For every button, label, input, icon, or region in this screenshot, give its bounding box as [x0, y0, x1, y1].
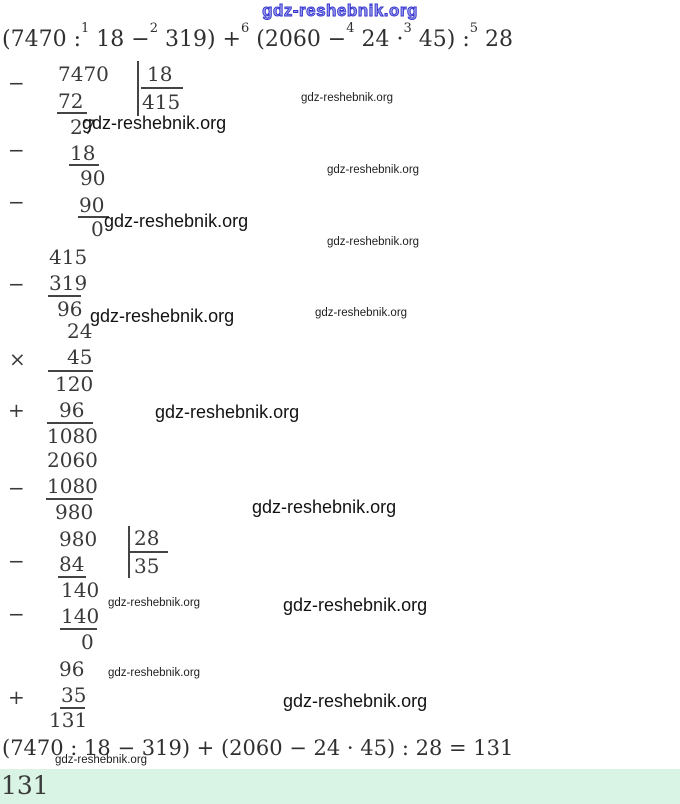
operation-order-superscript: 3 [403, 20, 412, 36]
partial-product: 120 [55, 372, 94, 396]
addition-addend1: 96 [59, 657, 85, 681]
watermark-small: gdz-reshebnik.org [327, 236, 420, 248]
subtraction2-subtrahend: 1080 [47, 474, 98, 498]
division2-remainder: 0 [81, 630, 94, 654]
watermark-large: gdz-reshebnik.org [283, 691, 428, 711]
watermark-large: gdz-reshebnik.org [82, 113, 227, 133]
work-number: 140 [61, 578, 100, 602]
final-equation: (7470 : 18 − 319) + (2060 − 24 · 45) : 2… [2, 736, 514, 760]
addition-addend2: 35 [61, 683, 87, 707]
watermark-small: gdz-reshebnik.org [315, 307, 408, 319]
underline [57, 112, 87, 114]
work-number: 90 [80, 166, 106, 190]
work-number: 140 [61, 604, 100, 628]
subtraction1-minuend: 415 [49, 245, 88, 269]
minus-sign: − [8, 190, 25, 214]
underline [60, 628, 97, 630]
work-number: 72 [58, 89, 84, 113]
subtraction1-result: 96 [57, 297, 83, 321]
watermark-small: gdz-reshebnik.org [327, 164, 420, 176]
watermark-small: gdz-reshebnik.org [108, 597, 201, 609]
work-number: 18 [70, 141, 96, 165]
division1-quotient: 415 [142, 90, 181, 114]
division2-quotient-rule [129, 551, 168, 553]
division1-remainder: 0 [91, 217, 104, 241]
underline [48, 370, 93, 372]
underline [60, 707, 85, 709]
partial-product: 96 [59, 398, 85, 422]
watermark-large: gdz-reshebnik.org [104, 211, 249, 231]
minus-sign: − [8, 272, 25, 296]
division2-quotient: 35 [134, 554, 160, 578]
minus-sign: − [8, 602, 25, 626]
underline [48, 295, 81, 297]
watermark-small: gdz-reshebnik.org [55, 754, 148, 766]
watermark-large: gdz-reshebnik.org [90, 306, 235, 326]
minus-sign: − [8, 549, 25, 573]
main-expression: (7470 :1 18 −2 319) +6 (2060 −4 24 ·3 45… [2, 20, 514, 52]
multiplication-result: 1080 [47, 424, 98, 448]
work-number: 90 [79, 193, 105, 217]
watermark-large: gdz-reshebnik.org [155, 402, 300, 422]
division1-dividend: 7470 [58, 62, 109, 86]
underline [58, 576, 86, 578]
plus-sign: + [8, 685, 25, 709]
multiplication-factor2: 45 [67, 345, 93, 369]
minus-sign: − [8, 138, 25, 162]
subtraction2-minuend: 2060 [47, 448, 98, 472]
division2-dividend: 980 [59, 527, 98, 551]
operation-order-superscript: 4 [346, 20, 355, 36]
minus-sign: − [8, 476, 25, 500]
subtraction2-result: 980 [55, 500, 94, 524]
operation-order-superscript: 1 [80, 20, 90, 36]
underline [69, 164, 99, 166]
final-answer: 131 [1, 771, 49, 800]
operation-order-superscript: 5 [469, 20, 479, 36]
work-number: 84 [59, 552, 85, 576]
times-sign: × [9, 347, 26, 371]
subtraction1-subtrahend: 319 [49, 271, 88, 295]
site-watermark-header: gdz-reshebnik.org [262, 1, 418, 21]
work-number: 27 [70, 115, 96, 139]
answer-strip: 131 [0, 769, 680, 804]
division1-bracket [137, 61, 139, 116]
operation-order-superscript: 2 [149, 20, 158, 36]
plus-sign: + [8, 398, 25, 422]
operation-order-superscript: 6 [240, 20, 250, 36]
watermark-small: gdz-reshebnik.org [108, 667, 201, 679]
division1-quotient-rule [141, 87, 183, 89]
underline [46, 498, 93, 500]
minus-sign: − [8, 71, 25, 95]
multiplication-factor1: 24 [67, 319, 93, 343]
addition-result: 131 [49, 708, 88, 732]
division2-divisor: 28 [134, 526, 160, 550]
division1-divisor: 18 [147, 62, 173, 86]
watermark-large: gdz-reshebnik.org [283, 595, 428, 615]
watermark-large: gdz-reshebnik.org [252, 497, 397, 517]
watermark-small: gdz-reshebnik.org [301, 92, 394, 104]
underline [78, 216, 109, 218]
underline [47, 422, 93, 424]
